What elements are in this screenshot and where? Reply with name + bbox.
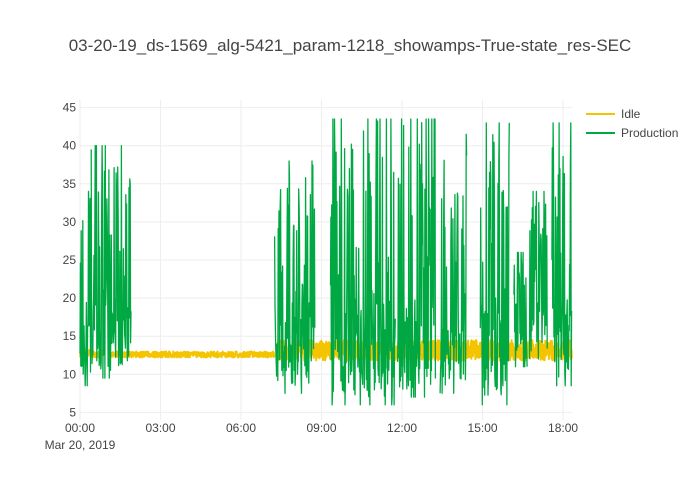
series-production-line (513, 251, 528, 368)
series-production-line (90, 145, 132, 379)
series-production-line (396, 118, 437, 398)
legend[interactable]: Idle Production (586, 107, 678, 140)
series-production-line (329, 118, 396, 406)
series-idle-line (110, 350, 276, 359)
series-production-line (79, 190, 92, 387)
axis-ticks: 5 10 15 20 25 30 35 40 45 00:00 03:00 06:00 09:00 12:… (45, 101, 579, 452)
x-tick-label: 09:00 (307, 421, 337, 435)
y-tick-label: 25 (63, 253, 77, 267)
x-tick-label: 03:00 (145, 421, 175, 435)
series-production-line (528, 190, 548, 360)
legend-label: Idle (621, 107, 641, 121)
y-tick-label: 20 (63, 291, 77, 305)
series-production-line (439, 133, 468, 394)
legend-item-idle[interactable]: Idle (586, 107, 641, 121)
plot-traces (79, 118, 573, 406)
series-production-line (479, 122, 510, 406)
x-date-label: Mar 20, 2019 (45, 438, 116, 452)
x-tick-label: 06:00 (226, 421, 256, 435)
y-tick-label: 30 (63, 215, 77, 229)
y-tick-label: 35 (63, 177, 77, 191)
y-tick-label: 15 (63, 329, 77, 343)
x-tick-label: 18:00 (548, 421, 578, 435)
series-production-line (551, 122, 573, 387)
series-production-line (273, 160, 316, 394)
y-tick-label: 5 (69, 405, 76, 419)
chart-title: 03-20-19_ds-1569_alg-5421_param-1218_sho… (69, 36, 632, 55)
y-tick-label: 10 (63, 367, 77, 381)
legend-item-production[interactable]: Production (586, 126, 678, 140)
x-tick-label: 00:00 (65, 421, 95, 435)
legend-label: Production (621, 126, 678, 140)
y-tick-label: 40 (63, 139, 77, 153)
y-tick-label: 45 (63, 101, 77, 115)
x-tick-label: 12:00 (387, 421, 417, 435)
x-tick-label: 15:00 (468, 421, 498, 435)
